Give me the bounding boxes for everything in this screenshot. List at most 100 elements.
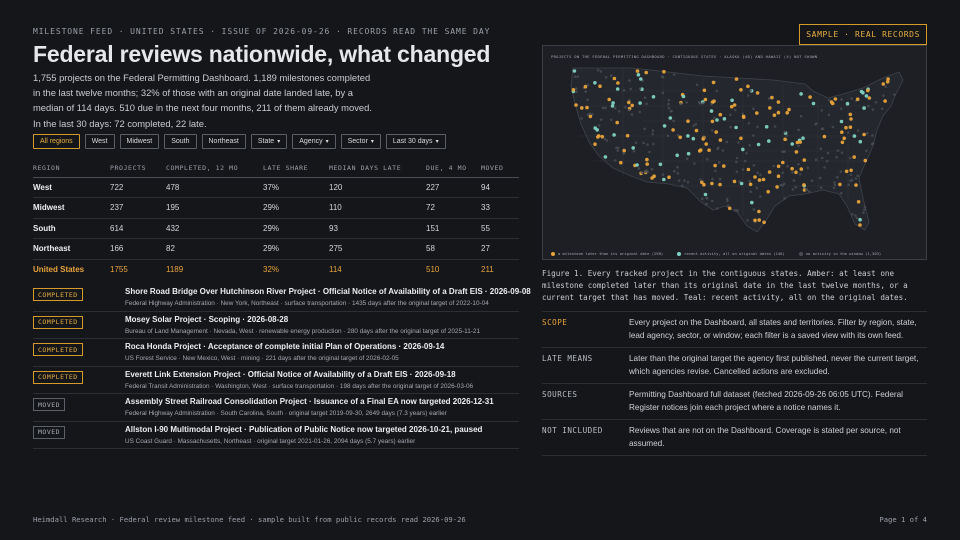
project-dot <box>661 91 665 95</box>
table-row[interactable]: South 614 432 29% 93 151 55 <box>33 218 519 239</box>
project-dot <box>650 167 654 171</box>
column-header-completed-12-mo: COMPLETED, 12 MO <box>166 160 263 178</box>
project-dot <box>607 97 611 102</box>
legend-label: recent activity, all on original dates (… <box>684 251 785 256</box>
table-row[interactable]: Midwest 237 195 29% 110 72 33 <box>33 197 519 219</box>
project-dot <box>722 117 727 121</box>
project-dot <box>884 85 888 88</box>
project-dot <box>808 190 811 193</box>
project-dot <box>710 119 715 124</box>
project-dot <box>593 126 597 130</box>
project-dot <box>617 110 621 113</box>
project-dot <box>794 185 797 189</box>
project-dot <box>755 186 759 190</box>
feed-item[interactable]: MOVED Allston I-90 Multimodal Project · P… <box>33 422 519 449</box>
feed-item-title[interactable]: Roca Honda Project · Acceptance of compl… <box>125 342 445 351</box>
page-title: Federal reviews nationwide, what changed <box>33 41 491 67</box>
table-row[interactable]: West 722 478 37% 120 227 94 <box>33 177 519 198</box>
project-dot <box>802 183 806 187</box>
feed-item-title[interactable]: Everett Link Extension Project · Officia… <box>125 369 456 379</box>
table-cell: 237 <box>110 197 166 219</box>
map-legend: a milestone later than its original date… <box>551 251 881 256</box>
project-dot <box>652 142 655 146</box>
definition-term: SCOPE <box>542 318 568 327</box>
project-dot <box>622 89 626 92</box>
filter-last-30-days[interactable]: Last 30 days ▾ <box>385 134 446 149</box>
feed-item-title[interactable]: Shore Road Bridge Over Hutchinson River … <box>125 287 531 296</box>
feed-item[interactable]: COMPLETED Mosey Solar Project · Scoping ·… <box>33 312 519 339</box>
project-dot <box>616 81 620 85</box>
feed-item[interactable]: COMPLETED Roca Honda Project · Acceptance… <box>33 339 519 367</box>
table-cell: 227 <box>426 177 481 198</box>
project-dot <box>646 143 649 146</box>
project-dot <box>753 218 757 223</box>
project-dot <box>642 141 645 145</box>
project-dot <box>603 155 608 159</box>
feed-item-title[interactable]: Mosey Solar Project · Scoping · 2026-08-… <box>125 314 289 324</box>
status-badge: COMPLETED <box>33 343 83 356</box>
project-dot <box>767 97 771 100</box>
table-cell: 32% <box>263 265 280 274</box>
project-dot <box>885 80 890 84</box>
filter-all-regions[interactable]: All regions <box>33 134 80 149</box>
feed-item[interactable]: COMPLETED Everett Link Extension Project … <box>33 367 519 394</box>
filter-state[interactable]: State ▾ <box>250 134 288 149</box>
project-dot <box>739 181 744 186</box>
legend-item: no activity in the window (1,303) <box>798 251 881 256</box>
table-cell: 58 <box>426 238 481 260</box>
filter-south[interactable]: South <box>164 134 197 149</box>
filter-west[interactable]: West <box>84 134 115 149</box>
project-dot <box>612 76 617 81</box>
table-cell: 37% <box>263 177 329 198</box>
project-dot <box>686 134 690 138</box>
project-dot <box>848 156 852 160</box>
project-dot <box>583 84 588 89</box>
project-dot <box>593 81 597 85</box>
filter-sector[interactable]: Sector ▾ <box>340 134 381 149</box>
legend-item: a milestone later than its original date… <box>551 251 663 256</box>
project-dot <box>575 90 578 94</box>
project-dot <box>676 165 679 169</box>
project-dot <box>801 136 805 140</box>
project-dot <box>598 84 602 88</box>
project-dot <box>636 73 641 77</box>
project-dot <box>861 91 865 95</box>
feed-item[interactable]: MOVED Assembly Street Railroad Consolidat… <box>33 394 519 422</box>
feed-item-title[interactable]: Assembly Street Railroad Consolidation P… <box>125 397 494 406</box>
project-dot <box>831 125 835 129</box>
table-row[interactable]: Northeast 166 82 29% 275 58 27 <box>33 238 519 260</box>
table-header-row: REGION PROJECTS COMPLETED, 12 MO LATE SHARE… <box>33 160 519 178</box>
project-dot <box>729 104 734 109</box>
table-total-row[interactable]: United States 1755 1189 32% 114 510 211 <box>33 259 519 280</box>
project-dot <box>585 105 589 110</box>
filter-northeast[interactable]: Northeast <box>201 134 246 149</box>
feed-item-meta: US Forest Service · New Mexico, West · m… <box>125 355 399 362</box>
project-dot <box>826 151 830 155</box>
project-dot <box>827 113 831 117</box>
project-dot <box>699 178 702 182</box>
project-dot <box>718 138 723 142</box>
project-dot <box>725 197 729 201</box>
table-cell: 110 <box>329 197 426 219</box>
project-dot <box>749 190 752 193</box>
project-dot <box>766 189 770 194</box>
project-dot <box>615 87 620 91</box>
project-dot <box>615 146 618 150</box>
project-dot <box>798 173 802 176</box>
project-dot <box>833 181 836 184</box>
filter-midwest[interactable]: Midwest <box>119 134 160 149</box>
project-dot <box>823 166 826 169</box>
project-dot <box>748 182 753 187</box>
project-dot <box>858 139 863 144</box>
project-dot <box>638 110 641 114</box>
definition-late-means: LATE MEANS Later than the original target… <box>542 348 927 384</box>
feed-item[interactable]: COMPLETED Shore Road Bridge Over Hutchins… <box>33 284 531 312</box>
project-dot <box>833 183 837 187</box>
feed-item-title[interactable]: Allston I-90 Multimodal Project · Public… <box>125 424 483 434</box>
filter-agency[interactable]: Agency ▾ <box>292 134 336 149</box>
project-dot <box>732 179 737 184</box>
chevron-down-icon: ▾ <box>325 139 329 145</box>
project-dot <box>710 181 714 186</box>
table-cell: 478 <box>166 177 263 198</box>
region-table: REGION PROJECTS COMPLETED, 12 MO LATE SHARE… <box>33 160 519 280</box>
